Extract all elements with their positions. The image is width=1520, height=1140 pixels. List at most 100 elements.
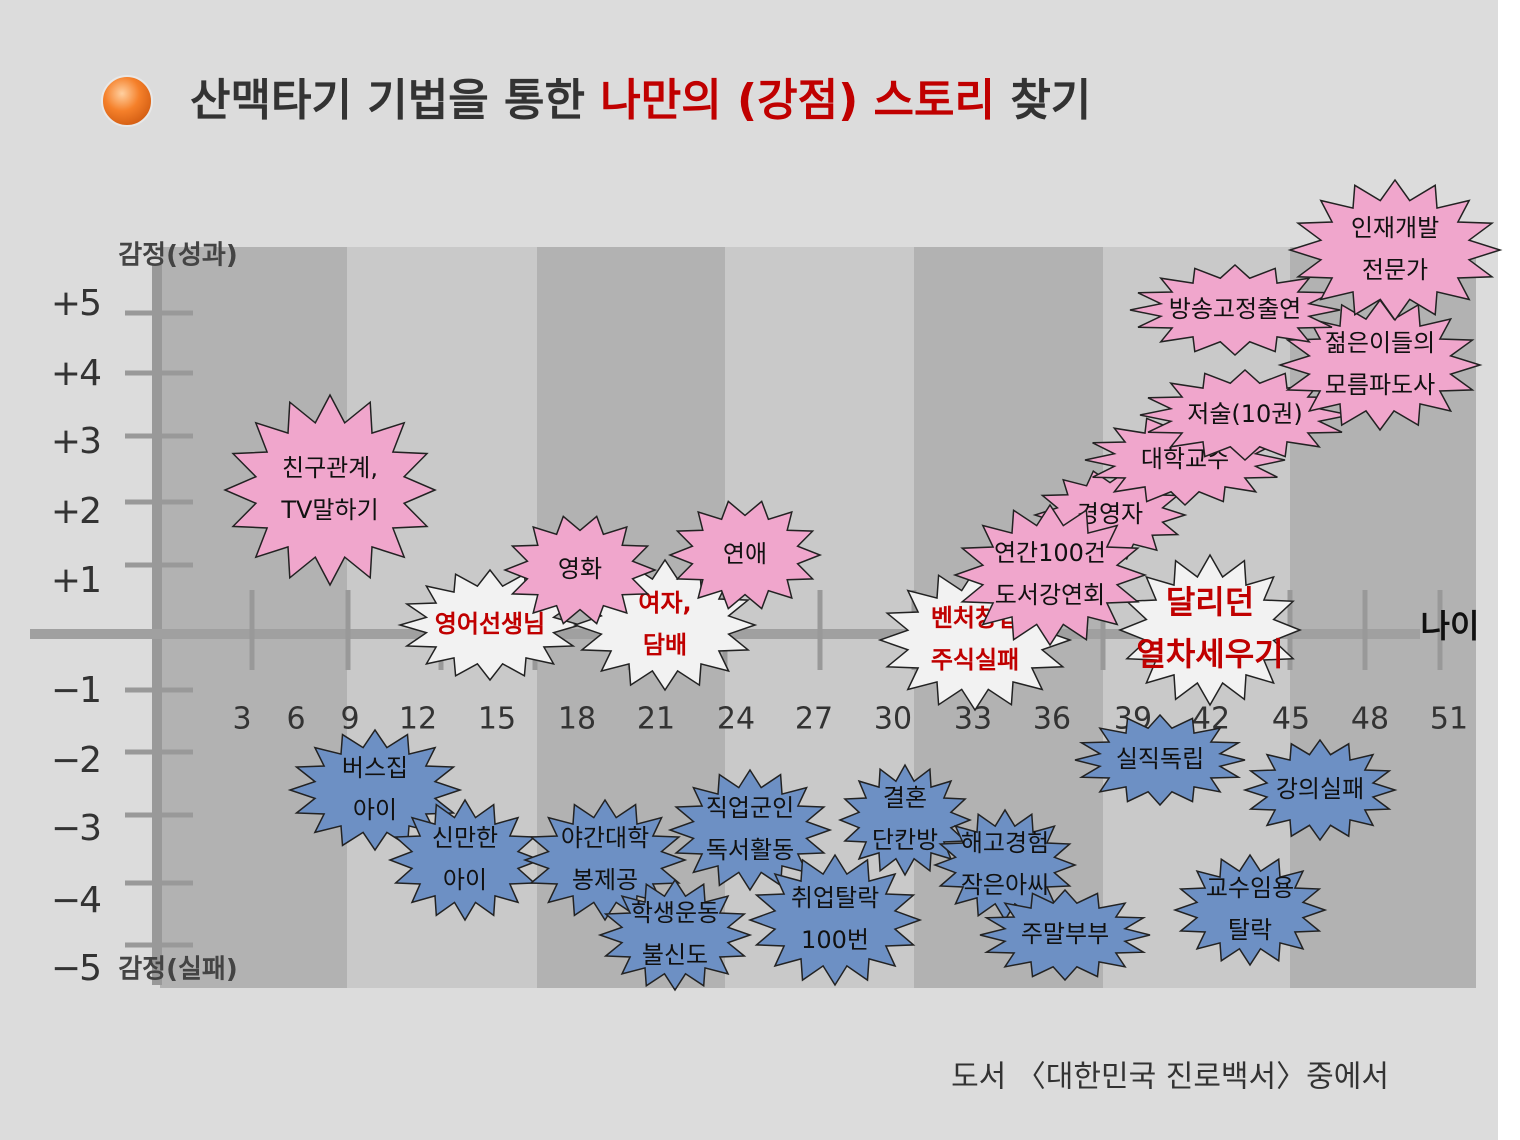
event-label: 영어선생님 bbox=[435, 610, 545, 638]
y-tick-label: −2 bbox=[51, 740, 100, 781]
burst bbox=[1129, 263, 1341, 357]
burst bbox=[223, 393, 437, 587]
event-label: 모름파도사 bbox=[1325, 371, 1435, 399]
event-label: TV말하기 bbox=[280, 496, 378, 524]
success-event: 저술(10권) bbox=[1139, 368, 1351, 462]
event-label: 영화 bbox=[558, 555, 602, 583]
event-label: 방송고정출연 bbox=[1169, 295, 1301, 323]
event-label: 학생운동 bbox=[631, 899, 719, 927]
burst bbox=[837, 763, 973, 877]
turning-event: 영어선생님 bbox=[397, 568, 583, 682]
failure-event: 강의실패 bbox=[1242, 738, 1398, 842]
event-label: 봉제공 bbox=[572, 866, 638, 894]
event-label: 결혼 bbox=[883, 784, 927, 812]
event-label: 탈락 bbox=[1228, 916, 1272, 944]
failure-event: 취업탈락 100번 bbox=[747, 853, 923, 987]
burst bbox=[667, 768, 833, 892]
x-label: 나이 bbox=[1421, 607, 1480, 645]
event-label: 강의실패 bbox=[1276, 775, 1364, 803]
title-plain: 산맥타기 기법을 통한 bbox=[190, 75, 585, 126]
event-label: 야간대학 bbox=[561, 824, 649, 852]
burst bbox=[1172, 853, 1328, 967]
event-label: 연애 bbox=[723, 540, 767, 568]
y-tick-label: −1 bbox=[51, 670, 100, 711]
x-tick-label: 9 bbox=[340, 702, 359, 737]
burst bbox=[597, 878, 753, 992]
burst bbox=[502, 515, 658, 625]
y-tick-label: +5 bbox=[51, 283, 100, 324]
event-label: 아이 bbox=[443, 866, 487, 894]
event-label: 신만한 bbox=[432, 824, 498, 852]
x-tick-label: 24 bbox=[717, 702, 755, 737]
event-label: 도서강연회 bbox=[995, 581, 1105, 609]
burst bbox=[952, 503, 1148, 647]
x-tick-label: 51 bbox=[1430, 702, 1468, 737]
burst bbox=[1074, 713, 1246, 807]
event-label: 저술(10권) bbox=[1187, 400, 1303, 428]
burst bbox=[1117, 553, 1303, 707]
burst bbox=[1139, 368, 1351, 462]
y-bottom-label: 감정(실패) bbox=[118, 955, 237, 985]
x-tick-label: 21 bbox=[637, 702, 675, 737]
title: 산맥타기 기법을 통한 나만의 (강점) 스토리 찾기 bbox=[190, 75, 1091, 126]
title-end: 찾기 bbox=[1010, 75, 1091, 126]
event-label: 단칸방 bbox=[872, 826, 938, 854]
failure-event: 실직독립 bbox=[1074, 713, 1246, 807]
burst bbox=[979, 888, 1151, 982]
event-label: 주식실패 bbox=[931, 646, 1019, 674]
event-label: 전문가 bbox=[1362, 256, 1428, 284]
x-tick-label: 6 bbox=[286, 702, 305, 737]
event-label: 직업군인 bbox=[706, 794, 794, 822]
event-label: 아이 bbox=[353, 796, 397, 824]
event-label: 교수임용 bbox=[1206, 874, 1294, 902]
bullet bbox=[101, 75, 153, 127]
event-label: 버스집 bbox=[342, 754, 408, 782]
failure-event: 주말부부 bbox=[979, 888, 1151, 982]
event-label: 친구관계, bbox=[282, 454, 378, 482]
title-highlight: 나만의 (강점) 스토리 bbox=[600, 75, 995, 126]
x-tick-label: 3 bbox=[232, 702, 251, 737]
x-tick-label: 48 bbox=[1351, 702, 1389, 737]
y-top-label: 감정(성과) bbox=[118, 241, 237, 271]
success-event: 친구관계, TV말하기 bbox=[223, 393, 437, 587]
event-label: 달리던 bbox=[1166, 583, 1254, 621]
burst bbox=[1287, 178, 1503, 322]
x-tick-label: 12 bbox=[399, 702, 437, 737]
success-event: 연애 bbox=[667, 500, 823, 610]
event-label: 주말부부 bbox=[1021, 920, 1109, 948]
y-tick-label: −5 bbox=[51, 948, 100, 989]
burst bbox=[387, 798, 543, 922]
y-tick-label: +4 bbox=[51, 353, 100, 394]
success-event: 영화 bbox=[502, 515, 658, 625]
event-label: 인재개발 bbox=[1351, 214, 1439, 242]
burst bbox=[1277, 298, 1483, 432]
success-event: 방송고정출연 bbox=[1129, 263, 1341, 357]
event-label: 취업탈락 bbox=[791, 884, 879, 912]
burst bbox=[1242, 738, 1398, 842]
burst bbox=[747, 853, 923, 987]
event-label: 담배 bbox=[643, 631, 687, 659]
event-label: 젊은이들의 bbox=[1325, 329, 1435, 357]
event-label: 독서활동 bbox=[706, 836, 794, 864]
event-label: 열차세우기 bbox=[1136, 635, 1283, 673]
x-tick-label: 18 bbox=[558, 702, 596, 737]
event-label: 실직독립 bbox=[1116, 745, 1204, 773]
y-tick-label: −4 bbox=[51, 880, 100, 921]
y-tick-label: +1 bbox=[51, 560, 100, 601]
y-tick-label: +2 bbox=[51, 491, 100, 532]
burst bbox=[667, 500, 823, 610]
y-tick-label: −3 bbox=[51, 808, 100, 849]
y-tick-label: +3 bbox=[51, 421, 100, 462]
x-tick-label: 30 bbox=[874, 702, 912, 737]
